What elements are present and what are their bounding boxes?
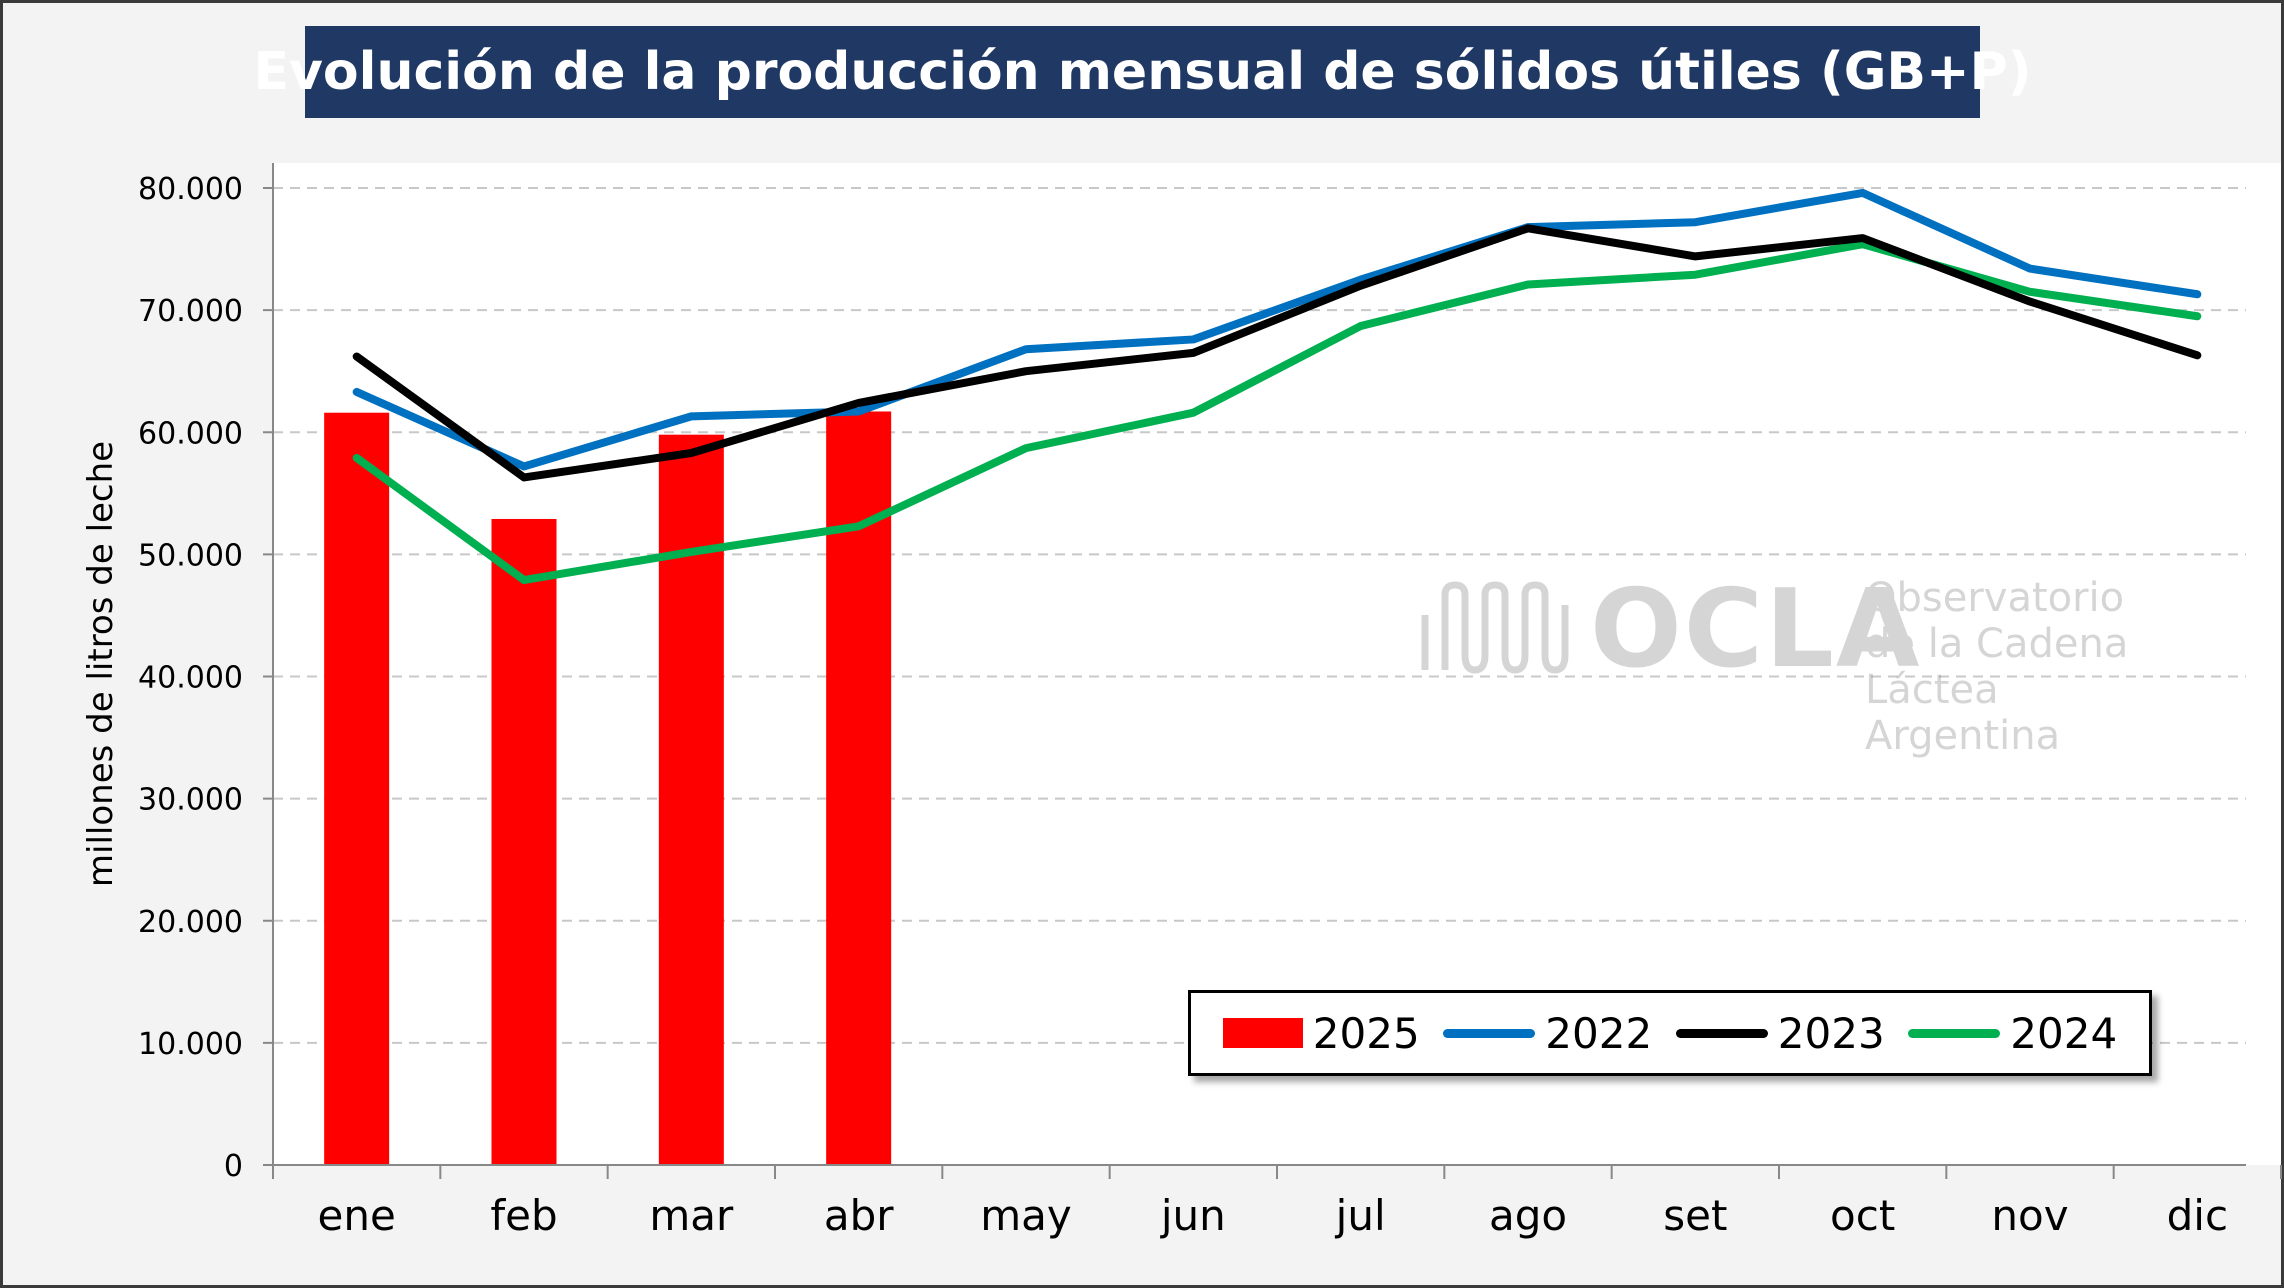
x-tick-label: jun (1160, 1191, 1226, 1240)
legend-item-2023: 2023 (1675, 1008, 1885, 1058)
x-tick-label: ago (1489, 1191, 1567, 1240)
x-tick-label: feb (490, 1191, 557, 1240)
line-series-2022 (352, 188, 2202, 471)
axes (263, 163, 2282, 1179)
x-tick-label: nov (1991, 1191, 2068, 1240)
legend-item-2024: 2024 (1908, 1009, 2117, 1058)
legend-swatch-2022 (1443, 1028, 1536, 1038)
y-tick-label: 50.000 (138, 538, 243, 573)
x-tick-label: abr (824, 1191, 894, 1240)
bar-series-2025 (324, 411, 892, 1166)
ocla-subtitle-line3: Argentina (1865, 713, 2061, 759)
y-tick-label: 70.000 (138, 294, 243, 329)
legend-label-2022: 2022 (1545, 1008, 1653, 1058)
legend-label-2025: 2025 (1312, 1008, 1420, 1058)
legend-item-2022: 2022 (1443, 1009, 1652, 1058)
y-tick-label: 40.000 (138, 661, 243, 696)
legend-label-2023: 2023 (1777, 1008, 1885, 1058)
x-tick-label: may (980, 1191, 1072, 1240)
legend-item-2025: 2025 (1222, 1008, 1420, 1058)
x-tick-label: oct (1830, 1191, 1895, 1240)
ocla-subtitle-line2: de la Cadena Láctea (1865, 621, 2129, 713)
chart-title: Evolución de la producción mensual de só… (254, 26, 2032, 118)
y-tick-label: 80.000 (138, 172, 243, 207)
y-tick-label: 30.000 (138, 783, 243, 818)
x-tick-label: set (1663, 1191, 1727, 1240)
legend-swatch-2025 (1222, 1018, 1303, 1048)
axis-labels: 0 10.000 20.000 30.000 40.000 50.000 60.000 70.… (138, 172, 2228, 1240)
x-tick-label: mar (649, 1191, 734, 1240)
bar-2025-mar (658, 434, 724, 1165)
ocla-subtitle: Observatorio de la Cadena Láctea Argenti… (1865, 575, 2235, 759)
y-tick-label: 60.000 (138, 416, 243, 451)
x-tick-label: ene (318, 1191, 396, 1240)
chart-legend: 2025 2022 2023 2024 (1188, 990, 2152, 1076)
y-tick-label: 0 (224, 1149, 243, 1184)
y-tick-label: 10.000 (138, 1027, 243, 1062)
legend-label-2024: 2024 (2010, 1008, 2118, 1058)
grid-lines (273, 187, 2246, 1044)
milk-wave-icon (1421, 581, 1569, 674)
ocla-logo: OCLA (1590, 567, 1922, 692)
legend-swatch-2024 (1908, 1028, 2001, 1038)
line-series-2023 (352, 224, 2202, 482)
x-tick-label: jul (1335, 1191, 1386, 1240)
ocla-watermark: OCLA Observatorio de la Cadena Láctea Ar… (1415, 567, 2235, 759)
ocla-subtitle-line1: Observatorio (1865, 575, 2125, 621)
bar-2025-ene (324, 412, 390, 1166)
bar-2025-feb (491, 518, 557, 1165)
line-series (352, 188, 2202, 585)
y-axis-label: millones de litros de leche (81, 441, 121, 887)
x-tick-label: dic (2167, 1191, 2228, 1240)
legend-swatch-2023 (1675, 1028, 1768, 1038)
y-tick-label: 20.000 (138, 905, 243, 940)
bar-2025-abr (826, 411, 892, 1165)
